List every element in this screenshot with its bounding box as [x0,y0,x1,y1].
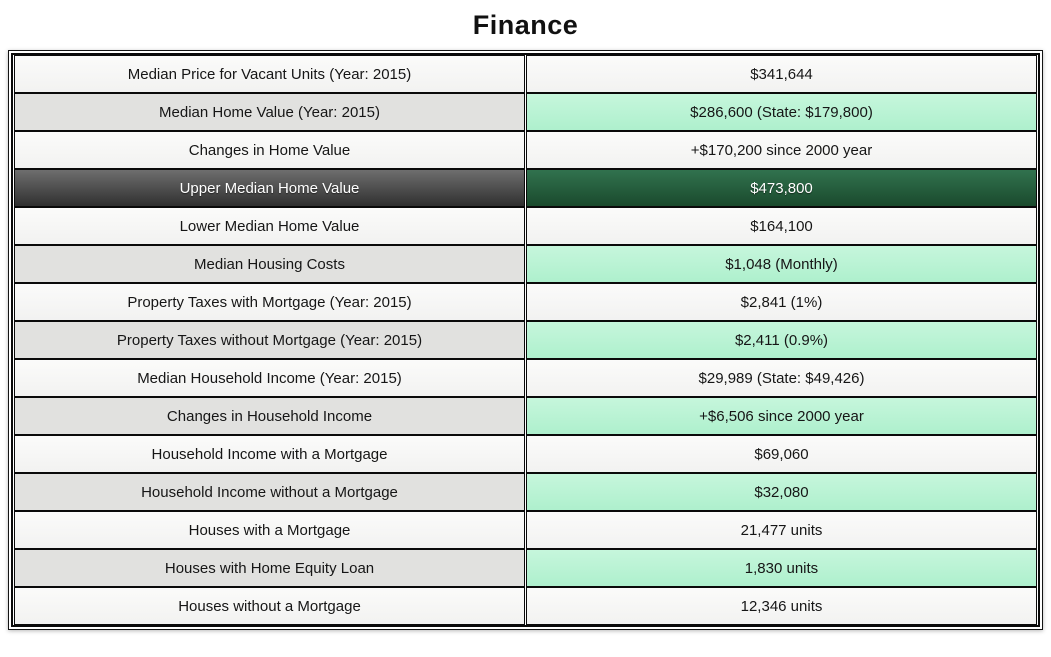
table-row: Median Price for Vacant Units (Year: 201… [14,55,1037,93]
row-label: Houses without a Mortgage [14,587,525,625]
row-label: Household Income without a Mortgage [14,473,525,511]
table-row: Household Income with a Mortgage $69,060 [14,435,1037,473]
table-row: Changes in Household Income +$6,506 sinc… [14,397,1037,435]
row-label: Median Home Value (Year: 2015) [14,93,525,131]
row-label: Property Taxes without Mortgage (Year: 2… [14,321,525,359]
page: Finance Median Price for Vacant Units (Y… [0,10,1051,630]
row-label: Property Taxes with Mortgage (Year: 2015… [14,283,525,321]
row-label: Lower Median Home Value [14,207,525,245]
row-label: Changes in Household Income [14,397,525,435]
page-title: Finance [472,10,579,40]
table-row: Houses without a Mortgage 12,346 units [14,587,1037,625]
table-row: Property Taxes without Mortgage (Year: 2… [14,321,1037,359]
row-value: $286,600 (State: $179,800) [526,93,1037,131]
finance-table-body: Median Price for Vacant Units (Year: 201… [14,55,1037,625]
row-value: 12,346 units [526,587,1037,625]
table-row: Changes in Home Value +$170,200 since 20… [14,131,1037,169]
row-label: Houses with a Mortgage [14,511,525,549]
row-value: 1,830 units [526,549,1037,587]
row-label: Median Price for Vacant Units (Year: 201… [14,55,525,93]
row-value: +$170,200 since 2000 year [526,131,1037,169]
finance-table-frame: Median Price for Vacant Units (Year: 201… [8,50,1043,630]
row-label: Upper Median Home Value [14,169,525,207]
row-label: Household Income with a Mortgage [14,435,525,473]
table-row: Household Income without a Mortgage $32,… [14,473,1037,511]
row-value: $341,644 [526,55,1037,93]
table-row: Median Household Income (Year: 2015) $29… [14,359,1037,397]
row-label: Median Housing Costs [14,245,525,283]
row-value: $164,100 [526,207,1037,245]
table-row: Houses with Home Equity Loan 1,830 units [14,549,1037,587]
row-value: $473,800 [526,169,1037,207]
row-label: Changes in Home Value [14,131,525,169]
row-value: 21,477 units [526,511,1037,549]
row-value: $2,841 (1%) [526,283,1037,321]
row-label: Houses with Home Equity Loan [14,549,525,587]
row-value: $1,048 (Monthly) [526,245,1037,283]
row-value: +$6,506 since 2000 year [526,397,1037,435]
table-row: Median Housing Costs $1,048 (Monthly) [14,245,1037,283]
finance-table: Median Price for Vacant Units (Year: 201… [11,53,1040,627]
table-row: Houses with a Mortgage 21,477 units [14,511,1037,549]
table-row: Upper Median Home Value $473,800 [14,169,1037,207]
row-value: $2,411 (0.9%) [526,321,1037,359]
table-row: Lower Median Home Value $164,100 [14,207,1037,245]
row-label: Median Household Income (Year: 2015) [14,359,525,397]
table-row: Median Home Value (Year: 2015) $286,600 … [14,93,1037,131]
row-value: $32,080 [526,473,1037,511]
table-row: Property Taxes with Mortgage (Year: 2015… [14,283,1037,321]
row-value: $29,989 (State: $49,426) [526,359,1037,397]
row-value: $69,060 [526,435,1037,473]
